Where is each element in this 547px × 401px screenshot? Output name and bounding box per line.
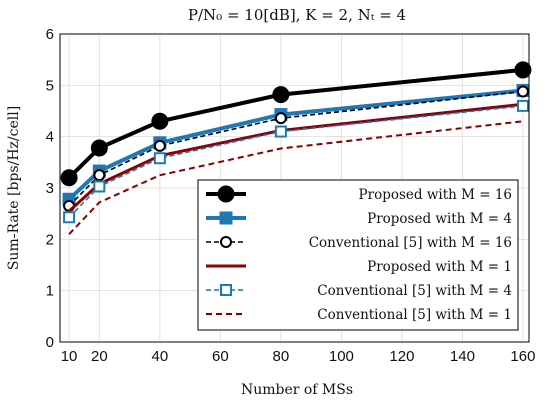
x-tick-label-4: 80 — [273, 348, 290, 365]
y-tick-label-5: 5 — [46, 77, 54, 94]
series-0-point-0 — [60, 169, 78, 187]
series-4-point-4 — [516, 99, 529, 112]
legend-box — [197, 179, 519, 331]
legend-marker-2 — [220, 236, 232, 248]
series-0-point-1 — [90, 139, 108, 157]
y-tick-label-6: 6 — [46, 26, 54, 43]
series-5-line — [68, 120, 524, 235]
series-4-point-3 — [274, 125, 287, 138]
legend-label-4: Conventional [5] with M = 4 — [317, 283, 512, 299]
y-tick-label-0: 0 — [46, 334, 54, 351]
plot-frame — [59, 33, 530, 343]
series-4-point-1 — [93, 180, 106, 193]
x-tick-label-5: 100 — [329, 348, 354, 365]
legend-entry-5: Conventional [5] with M = 1 — [206, 307, 512, 323]
chart-title: P/N₀ = 10[dB], K = 2, Nₜ = 4 — [188, 6, 406, 24]
legend-label-1: Proposed with M = 4 — [367, 211, 512, 227]
series-0-point-4 — [514, 61, 532, 79]
series-2-point-1 — [93, 169, 106, 182]
series-0 — [60, 61, 532, 187]
x-tick-label-8: 160 — [510, 348, 535, 365]
series-5 — [68, 120, 524, 235]
series-2 — [63, 85, 529, 212]
x-tick-label-7: 140 — [450, 348, 475, 365]
series-2-point-2 — [153, 139, 166, 152]
series-0-point-2 — [151, 112, 169, 130]
x-tick-labels: 10 20 40 60 80 100 120 140 160 — [61, 348, 536, 365]
y-axis-label: Sum-Rate [bps/Hz/cell] — [6, 106, 22, 270]
series-2-point-3 — [274, 112, 287, 125]
legend-marker-0 — [217, 185, 235, 203]
legend-marker-4 — [220, 284, 232, 296]
series-2-line — [68, 90, 523, 207]
x-tick-label-2: 40 — [152, 348, 169, 365]
legend: Proposed with M = 16 Proposed with M = 4 C… — [197, 179, 519, 331]
series-4-point-2 — [153, 152, 166, 165]
legend-label-2: Conventional [5] with M = 16 — [309, 235, 512, 251]
y-tick-labels: 0 1 2 3 4 5 6 — [46, 26, 54, 351]
y-tick-label-3: 3 — [46, 180, 54, 197]
y-tick-label-1: 1 — [46, 283, 54, 300]
x-tick-label-0: 10 — [61, 348, 78, 365]
legend-label-3: Proposed with M = 1 — [367, 259, 512, 275]
y-tick-label-2: 2 — [46, 231, 54, 248]
series-0-line — [67, 67, 524, 180]
legend-label-0: Proposed with M = 16 — [359, 187, 512, 203]
legend-entry-3: Proposed with M = 1 — [206, 259, 512, 275]
series-0-point-3 — [272, 86, 290, 104]
series-layer — [60, 61, 532, 235]
legend-entry-4: Conventional [5] with M = 4 — [206, 283, 512, 299]
x-tick-label-3: 60 — [212, 348, 229, 365]
legend-label-5: Conventional [5] with M = 1 — [317, 307, 512, 323]
legend-entry-0: Proposed with M = 16 — [206, 185, 512, 203]
legend-entry-1: Proposed with M = 4 — [206, 211, 512, 227]
x-tick-label-1: 20 — [91, 348, 108, 365]
series-4 — [63, 99, 529, 224]
series-2-point-4 — [516, 85, 529, 98]
series-4-point-0 — [63, 211, 76, 224]
x-axis-label: Number of MSs — [241, 382, 353, 398]
y-tick-label-4: 4 — [46, 129, 54, 146]
legend-marker-1 — [219, 211, 233, 225]
x-tick-label-6: 120 — [389, 348, 414, 365]
legend-entry-2: Conventional [5] with M = 16 — [206, 235, 512, 251]
series-4-line — [68, 105, 523, 218]
